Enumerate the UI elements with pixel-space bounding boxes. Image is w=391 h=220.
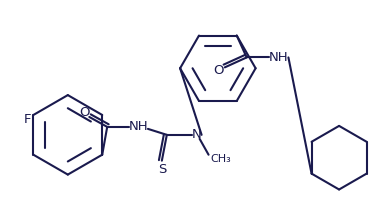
Text: O: O (213, 64, 224, 77)
Text: O: O (79, 106, 90, 119)
Text: CH₃: CH₃ (210, 154, 231, 164)
Text: F: F (24, 114, 31, 126)
Text: S: S (158, 163, 166, 176)
Text: NH: NH (269, 51, 288, 64)
Text: N: N (192, 128, 201, 141)
Text: NH: NH (129, 120, 149, 133)
